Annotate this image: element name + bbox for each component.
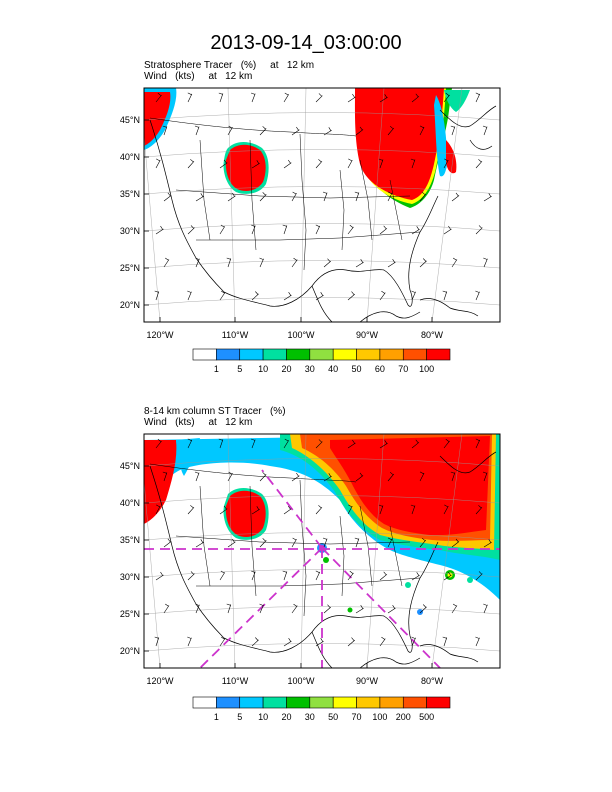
colorbar-swatch [239,348,264,361]
panel2-ticks [144,465,433,668]
panel1-wind-barbs [154,92,492,301]
panel1-lat-label: 30°N [120,226,140,236]
panel1-lon-label: 90°W [356,330,379,340]
panel2-coastlines [149,451,497,668]
colorbar-swatch [262,348,287,361]
colorbar-label: 30 [305,712,315,722]
colorbar-swatch [286,348,311,361]
panel2-lon-label: 80°W [421,676,444,686]
colorbar-label: 10 [258,364,268,374]
colorbar-swatch [426,348,451,361]
colorbar-label: 50 [352,364,362,374]
panel2-lat-label: 20°N [120,646,140,656]
colorbar-label: 200 [396,712,411,722]
colorbar-label: 50 [328,712,338,722]
colorbar-label: 20 [281,364,291,374]
panel2-frame [143,433,501,669]
colorbar-label: 1 [214,712,219,722]
colorbar-swatch [216,696,241,709]
figure-title: 2013-09-14_03:00:00 [210,32,402,54]
colorbar-label: 5 [237,712,242,722]
colorbar-swatch [356,348,381,361]
colorbar-swatch [379,348,404,361]
panel2-lat-label: 40°N [120,498,140,508]
colorbar-swatch [286,696,311,709]
panel2-flight-tracks [144,469,500,668]
panel1-lat-label: 25°N [120,263,140,273]
panel1-lon-label: 120°W [146,330,174,340]
panel1-map: 45°N 40°N 35°N 30°N 25°N 20°N 120°W 110°… [120,87,501,340]
panel2-map: 45°N 40°N 35°N 30°N 25°N 20°N 120°W 110°… [120,433,501,686]
colorbar-label: 100 [372,712,387,722]
colorbar-swatch [356,696,381,709]
panel2-tracer-field [144,434,500,615]
panel1-coastlines [149,105,497,322]
colorbar-label: 10 [258,712,268,722]
colorbar-swatch [309,348,334,361]
colorbar-swatch [262,696,287,709]
panel2-lon-label: 90°W [356,676,379,686]
colorbar-swatch [192,696,217,709]
panel2-lat-label: 35°N [120,535,140,545]
colorbar-label: 5 [237,364,242,374]
panel2-borders [149,463,421,617]
panel1-lat-label: 40°N [120,152,140,162]
panel2-wind-barbs [154,438,492,647]
panel1-lat-label: 35°N [120,189,140,199]
panel1-frame [143,87,501,323]
colorbar-swatch [402,348,427,361]
colorbar-swatch [332,696,357,709]
panel1-subtitle-line2: Wind (kts) at 12 km [144,71,253,82]
panel1-subtitle-line1: Stratosphere Tracer (%) at 12 km [144,60,315,71]
colorbar-label: 30 [305,364,315,374]
colorbar-label: 500 [419,712,434,722]
panel2-lon-label: 120°W [146,676,174,686]
colorbar-swatch [309,696,334,709]
colorbar-swatch [239,696,264,709]
panel1-lon-label: 100°W [287,330,315,340]
panel1-lat-label: 45°N [120,115,140,125]
panel1-lon-label: 110°W [222,330,249,340]
panel1-colorbar: 1 5 10 20 30 40 50 60 70 100 [192,348,451,374]
colorbar-label: 1 [214,364,219,374]
panel2-lat-label: 45°N [120,461,140,471]
colorbar-label: 70 [352,712,362,722]
panel2-graticule [144,434,500,668]
colorbar-swatch [402,696,427,709]
colorbar-swatch [379,696,404,709]
colorbar-label: 60 [375,364,385,374]
panel1-graticule [144,88,500,322]
panel2-lon-label: 100°W [287,676,315,686]
colorbar-swatch [216,348,241,361]
panel1-ticks [144,119,433,322]
colorbar-label: 70 [398,364,408,374]
panel1-borders [149,117,421,271]
panel2-subtitle-line1: 8-14 km column ST Tracer (%) [144,406,286,417]
colorbar-swatch [332,348,357,361]
colorbar-label: 100 [419,364,434,374]
panel2-lat-label: 25°N [120,609,140,619]
panel1-lon-label: 80°W [421,330,444,340]
colorbar-swatch [426,696,451,709]
panel1-lat-label: 20°N [120,300,140,310]
panel2-lat-label: 30°N [120,572,140,582]
colorbar-swatch [192,348,217,361]
panel2-lon-label: 110°W [222,676,249,686]
colorbar-label: 20 [281,712,291,722]
panel2-colorbar: 1 5 10 20 30 50 70 100 200 500 [192,696,451,722]
colorbar-label: 40 [328,364,338,374]
panel2-subtitle-line2: Wind (kts) at 12 km [144,417,253,428]
panel1-tracer-field [144,88,470,208]
